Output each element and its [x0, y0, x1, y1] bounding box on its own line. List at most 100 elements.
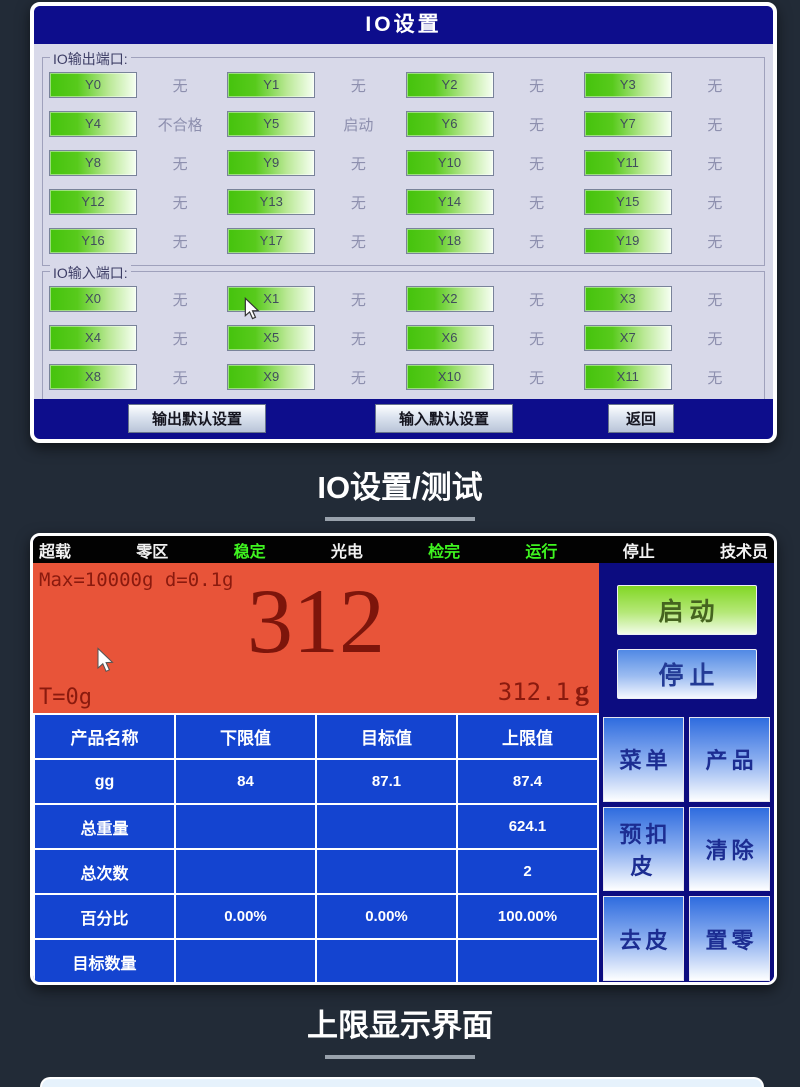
- io-port-button-y17[interactable]: Y17: [227, 228, 316, 254]
- io-port-button-y14[interactable]: Y14: [405, 189, 494, 215]
- table-value-cell[interactable]: [176, 940, 315, 982]
- io-port-button-x3[interactable]: X3: [583, 286, 672, 312]
- io-port-button-x5[interactable]: X5: [227, 325, 316, 351]
- io-input-group-label: IO输入端口:: [50, 263, 131, 283]
- start-stop-panel: 启动 停止: [599, 563, 774, 713]
- status-indicator-stop: 停止: [622, 543, 655, 561]
- table-value-cell[interactable]: [317, 940, 456, 982]
- io-output-group: IO输出端口: Y0 无 Y1 无 Y2 无 Y3 无 Y4 不合格 Y5 启动 Y6 无 Y7 无 Y8 无 Y9…: [42, 49, 765, 266]
- next-card-edge: [40, 1077, 764, 1087]
- io-port-cell: Y14 无: [405, 189, 580, 215]
- io-port-button-x2[interactable]: X2: [405, 286, 494, 312]
- io-port-button-x9[interactable]: X9: [227, 364, 316, 390]
- table-row-label: 总重量: [35, 805, 174, 848]
- clear-button[interactable]: 清除: [689, 806, 770, 892]
- io-input-port-grid: X0 无 X1 无 X2 无 X3 无 X4 无 X5 无 X6 无 X7 无 X8 无 X9 无 X10 无 X11 无: [47, 284, 760, 390]
- table-value-cell[interactable]: [176, 805, 315, 848]
- io-port-function-label: 无: [172, 330, 188, 348]
- io-port-cell: X9 无: [227, 364, 401, 390]
- product-button[interactable]: 产品: [689, 717, 770, 802]
- io-port-button-x1[interactable]: X1: [227, 286, 316, 312]
- table-row-label: gg: [35, 760, 174, 803]
- io-port-button-x6[interactable]: X6: [405, 325, 494, 351]
- io-port-button-x0[interactable]: X0: [49, 286, 137, 312]
- status-indicator-photoeye: 光电: [330, 543, 363, 561]
- table-header-cell: 产品名称: [35, 715, 174, 758]
- io-port-function-label: 无: [707, 77, 723, 95]
- io-port-button-y2[interactable]: Y2: [405, 72, 494, 98]
- table-value-cell[interactable]: 100.00%: [458, 895, 597, 938]
- io-output-port-grid: Y0 无 Y1 无 Y2 无 Y3 无 Y4 不合格 Y5 启动 Y6 无 Y7 无 Y8 无 Y9 无 Y10 无 Y11…: [47, 70, 760, 254]
- output-default-settings-button[interactable]: 输出默认设置: [128, 404, 266, 433]
- io-port-button-y16[interactable]: Y16: [49, 228, 137, 254]
- io-port-function-label: 无: [529, 369, 545, 387]
- input-default-settings-button[interactable]: 输入默认设置: [375, 404, 513, 433]
- io-port-function-label: 无: [350, 369, 366, 387]
- io-port-function-label: 无: [172, 369, 188, 387]
- io-port-button-y13[interactable]: Y13: [227, 189, 316, 215]
- io-port-button-y9[interactable]: Y9: [227, 150, 316, 176]
- tare-value-label: T=0g: [39, 685, 92, 710]
- io-port-button-y15[interactable]: Y15: [583, 189, 672, 215]
- stop-button[interactable]: 停止: [616, 649, 757, 699]
- io-port-button-y11[interactable]: Y11: [583, 150, 672, 176]
- table-value-cell[interactable]: [317, 805, 456, 848]
- io-port-cell: Y2 无: [405, 72, 580, 98]
- io-port-button-y10[interactable]: Y10: [405, 150, 494, 176]
- io-port-button-x7[interactable]: X7: [583, 325, 672, 351]
- io-port-cell: X6 无: [405, 325, 580, 351]
- io-port-function-label: 无: [707, 233, 723, 251]
- io-port-cell: Y15 无: [583, 189, 758, 215]
- io-port-cell: Y8 无: [49, 150, 223, 176]
- io-port-function-label: 无: [707, 155, 723, 173]
- table-value-cell[interactable]: 0.00%: [176, 895, 315, 938]
- table-header-cell: 上限值: [458, 715, 597, 758]
- status-indicator-running: 运行: [525, 543, 558, 561]
- io-port-button-y0[interactable]: Y0: [49, 72, 137, 98]
- io-port-button-y7[interactable]: Y7: [583, 111, 672, 137]
- table-value-cell[interactable]: [176, 850, 315, 893]
- range-info-label: Max=10000g d=0.1g: [39, 569, 234, 591]
- table-value-cell[interactable]: 87.1: [317, 760, 456, 803]
- io-port-cell: Y16 无: [49, 228, 223, 254]
- io-port-function-label: 无: [172, 194, 188, 212]
- io-port-button-y3[interactable]: Y3: [583, 72, 672, 98]
- table-value-cell[interactable]: [317, 850, 456, 893]
- back-button[interactable]: 返回: [608, 404, 674, 433]
- io-port-cell: Y1 无: [227, 72, 401, 98]
- start-button[interactable]: 启动: [616, 585, 757, 635]
- table-value-cell[interactable]: 624.1: [458, 805, 597, 848]
- io-port-function-label: 无: [529, 233, 545, 251]
- io-port-button-y18[interactable]: Y18: [405, 228, 494, 254]
- io-port-cell: Y7 无: [583, 111, 758, 137]
- io-port-button-y8[interactable]: Y8: [49, 150, 137, 176]
- io-port-button-y6[interactable]: Y6: [405, 111, 494, 137]
- table-value-cell[interactable]: 0.00%: [317, 895, 456, 938]
- table-value-cell[interactable]: [458, 940, 597, 982]
- table-value-cell[interactable]: 84: [176, 760, 315, 803]
- io-port-button-x11[interactable]: X11: [583, 364, 672, 390]
- io-port-function-label: 无: [529, 194, 545, 212]
- table-value-cell[interactable]: 2: [458, 850, 597, 893]
- io-port-cell: X8 无: [49, 364, 223, 390]
- io-port-button-x8[interactable]: X8: [49, 364, 137, 390]
- io-port-button-x10[interactable]: X10: [405, 364, 494, 390]
- io-port-cell: X3 无: [583, 286, 758, 312]
- tare-button[interactable]: 去皮: [603, 896, 684, 981]
- io-port-cell: X11 无: [583, 364, 758, 390]
- caption-underline: [325, 517, 475, 521]
- io-port-function-label: 无: [350, 155, 366, 173]
- io-port-button-y4[interactable]: Y4: [49, 111, 137, 137]
- io-port-function-label: 无: [350, 330, 366, 348]
- io-port-button-x4[interactable]: X4: [49, 325, 137, 351]
- io-port-button-y5[interactable]: Y5: [227, 111, 316, 137]
- io-port-button-y19[interactable]: Y19: [583, 228, 672, 254]
- io-port-button-y12[interactable]: Y12: [49, 189, 137, 215]
- io-port-cell: X0 无: [49, 286, 223, 312]
- pre-tare-button[interactable]: 预扣皮: [603, 806, 684, 892]
- io-port-function-label: 无: [172, 233, 188, 251]
- io-port-button-y1[interactable]: Y1: [227, 72, 316, 98]
- table-value-cell[interactable]: 87.4: [458, 760, 597, 803]
- menu-button[interactable]: 菜单: [603, 717, 684, 802]
- zero-button[interactable]: 置零: [689, 896, 770, 981]
